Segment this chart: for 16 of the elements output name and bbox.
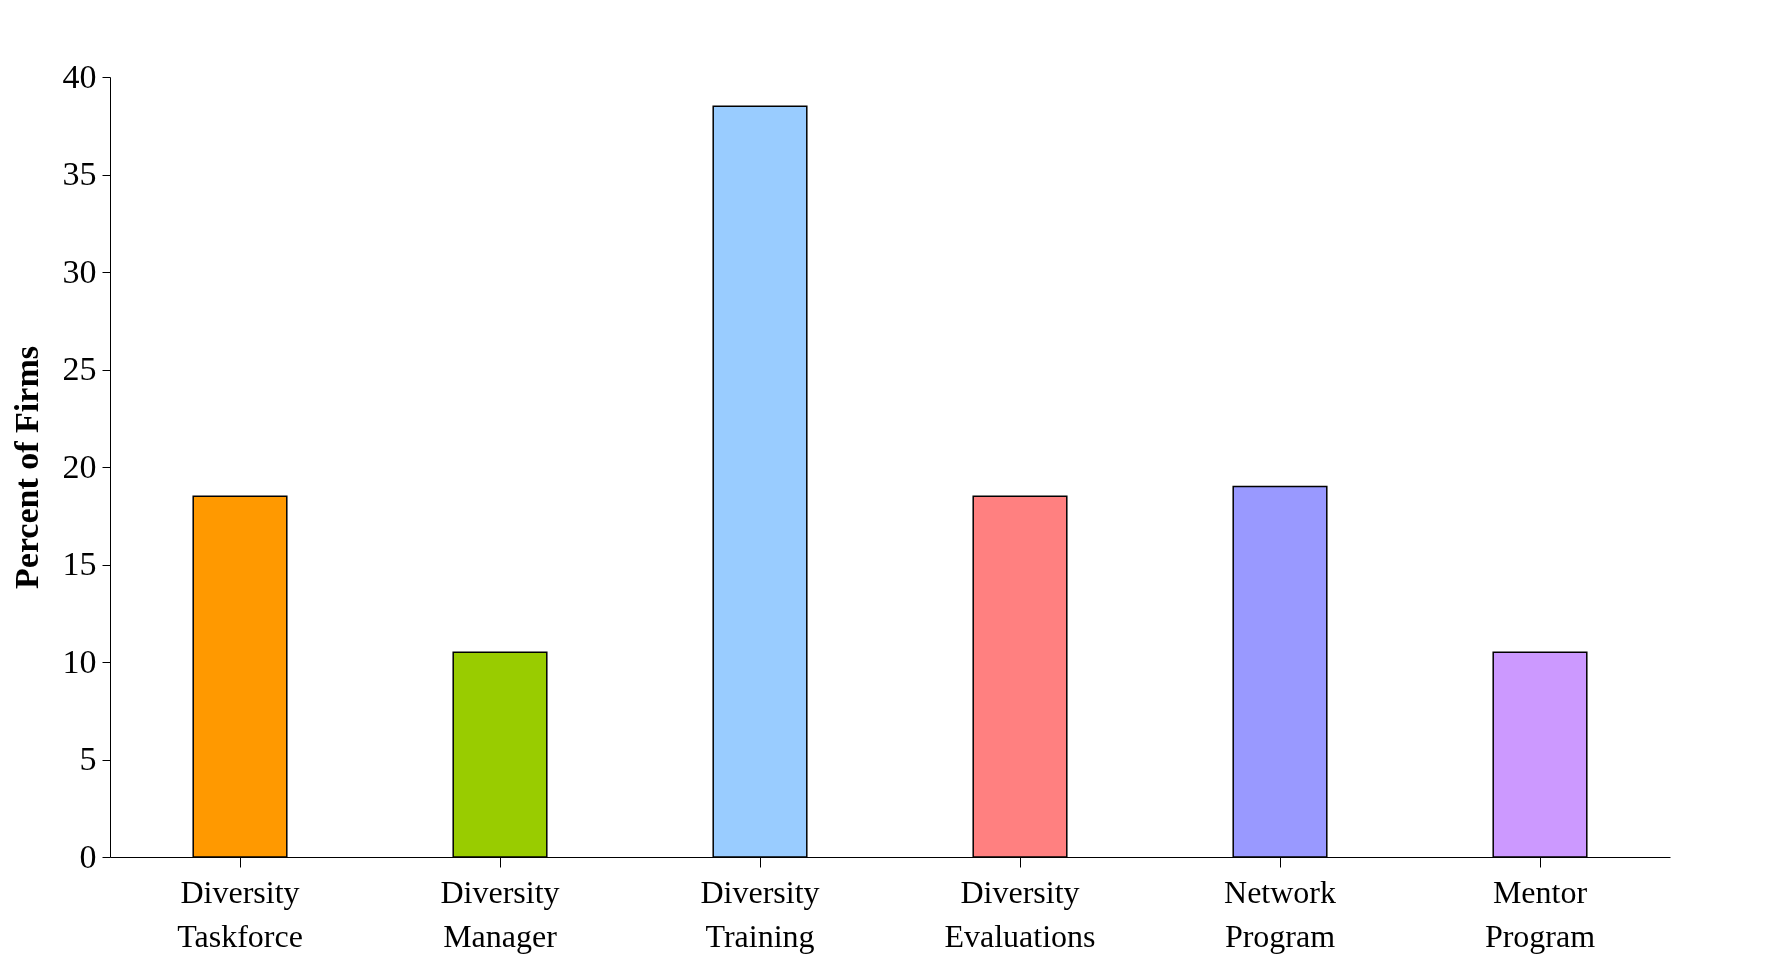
y-axis-title: Percent of Firms xyxy=(7,346,45,589)
x-tick-label: Diversity Manager xyxy=(440,873,560,954)
y-tick-label: 25 xyxy=(62,350,97,387)
x-tick-label: Diversity Evaluations xyxy=(944,873,1096,954)
y-tick-label: 35 xyxy=(62,155,97,192)
y-tick-label: 40 xyxy=(62,57,97,95)
y-tick-label: 0 xyxy=(79,837,97,875)
y-tick-label: 30 xyxy=(62,252,97,290)
y-tick-label: 20 xyxy=(62,447,97,485)
y-tick-label: 10 xyxy=(62,642,97,680)
x-tick-label: Mentor Program xyxy=(1484,873,1596,954)
y-tick-label: 5 xyxy=(79,740,97,777)
x-tick-label: Diversity Training xyxy=(700,873,820,954)
y-tick-label: 15 xyxy=(62,545,97,582)
x-tick-label: Network Program xyxy=(1224,873,1336,954)
x-tick-label: Diversity Taskforce xyxy=(177,873,303,954)
